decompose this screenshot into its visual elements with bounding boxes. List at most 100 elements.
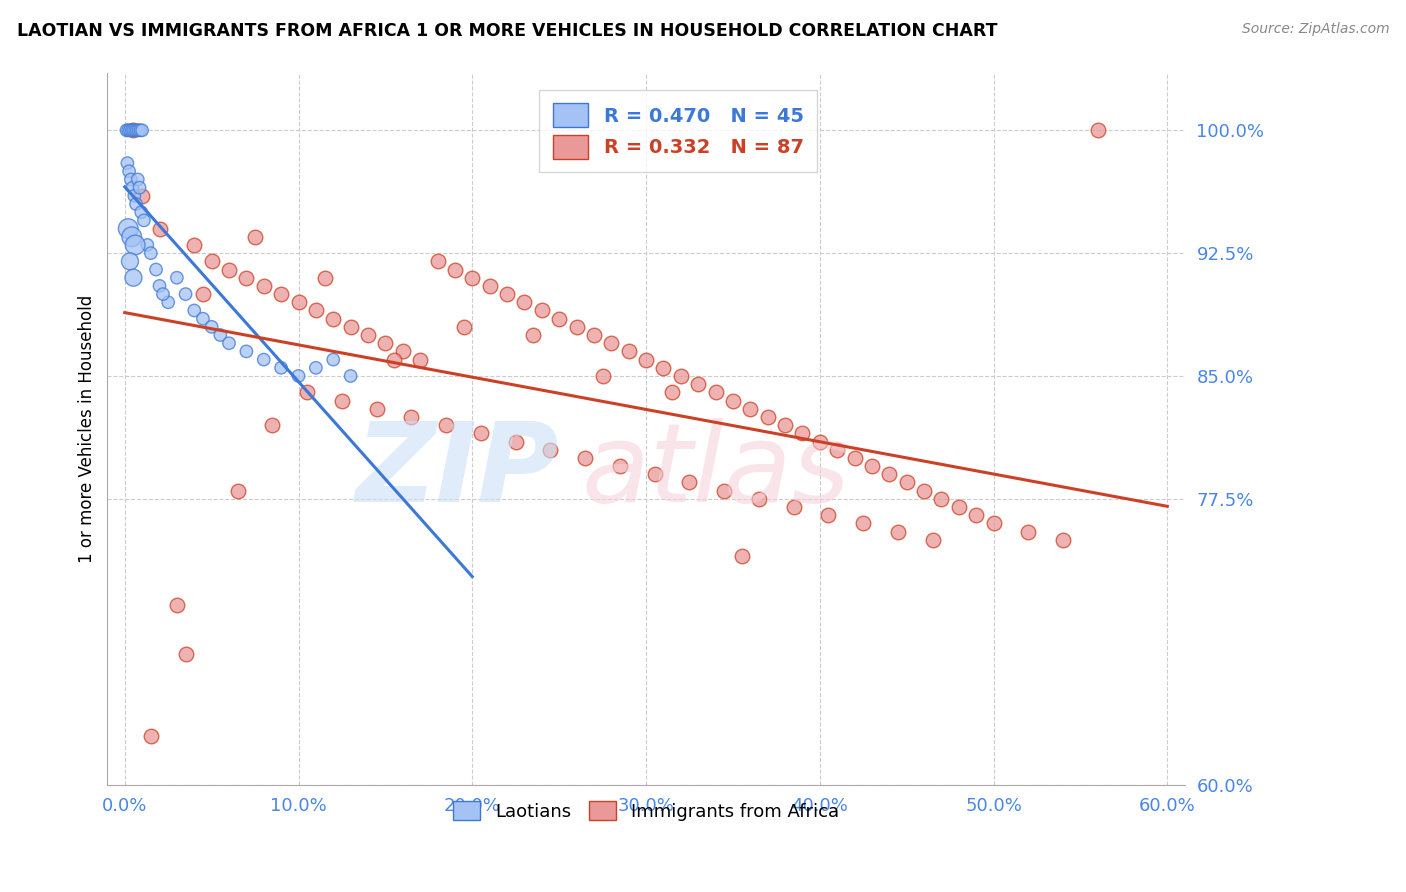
Point xyxy=(129,123,152,137)
Point xyxy=(1017,524,1039,539)
Point xyxy=(120,172,142,186)
Point xyxy=(339,319,361,334)
Point xyxy=(600,336,623,351)
Point xyxy=(669,369,692,384)
Point xyxy=(322,352,344,367)
Point xyxy=(1087,123,1109,137)
Point xyxy=(401,409,423,424)
Point xyxy=(235,270,257,285)
Point xyxy=(122,123,145,137)
Point xyxy=(609,458,631,473)
Point xyxy=(530,303,553,318)
Point xyxy=(139,729,162,743)
Point xyxy=(305,360,328,375)
Point xyxy=(374,336,396,351)
Point xyxy=(912,483,935,498)
Point xyxy=(201,254,224,268)
Point xyxy=(678,475,700,490)
Text: LAOTIAN VS IMMIGRANTS FROM AFRICA 1 OR MORE VEHICLES IN HOUSEHOLD CORRELATION CH: LAOTIAN VS IMMIGRANTS FROM AFRICA 1 OR M… xyxy=(17,22,997,40)
Point xyxy=(748,491,770,506)
Point xyxy=(825,442,848,457)
Point xyxy=(115,123,138,137)
Text: Source: ZipAtlas.com: Source: ZipAtlas.com xyxy=(1241,22,1389,37)
Point xyxy=(461,270,484,285)
Point xyxy=(243,229,266,244)
Point xyxy=(124,238,146,252)
Point xyxy=(253,352,276,367)
Point xyxy=(887,524,910,539)
Point xyxy=(513,295,536,310)
Point xyxy=(183,303,205,318)
Point xyxy=(287,369,309,384)
Point xyxy=(129,205,152,219)
Point xyxy=(166,599,188,613)
Point xyxy=(174,287,197,301)
Point xyxy=(773,418,796,433)
Point xyxy=(688,377,710,392)
Point xyxy=(740,401,762,416)
Point xyxy=(444,262,467,277)
Point xyxy=(852,516,875,531)
Point xyxy=(305,303,328,318)
Point xyxy=(124,123,146,137)
Point xyxy=(124,189,146,203)
Point xyxy=(434,418,457,433)
Point xyxy=(295,385,318,400)
Point xyxy=(118,164,141,178)
Point xyxy=(574,450,596,465)
Point xyxy=(253,279,276,293)
Point xyxy=(426,254,449,268)
Point xyxy=(792,426,814,441)
Point xyxy=(121,180,143,194)
Point xyxy=(931,491,953,506)
Point xyxy=(131,189,153,203)
Point xyxy=(756,409,779,424)
Point xyxy=(478,279,501,293)
Point xyxy=(730,549,752,563)
Point xyxy=(139,246,162,260)
Point xyxy=(235,344,257,359)
Point xyxy=(191,311,214,326)
Point xyxy=(783,500,806,514)
Point xyxy=(470,426,492,441)
Point xyxy=(117,221,139,235)
Text: atlas: atlas xyxy=(582,418,851,525)
Point xyxy=(118,123,141,137)
Point xyxy=(322,311,344,326)
Point xyxy=(592,369,614,384)
Point xyxy=(314,270,336,285)
Point xyxy=(330,393,353,408)
Point xyxy=(183,238,205,252)
Point xyxy=(983,516,1005,531)
Point xyxy=(117,123,139,137)
Point xyxy=(218,262,240,277)
Point xyxy=(201,319,224,334)
Point xyxy=(145,262,167,277)
Point xyxy=(148,221,170,235)
Point xyxy=(634,352,657,367)
Point xyxy=(287,295,309,310)
Point xyxy=(118,254,141,268)
Point xyxy=(128,123,150,137)
Point xyxy=(191,287,214,301)
Point xyxy=(540,442,562,457)
Point xyxy=(565,319,588,334)
Point xyxy=(209,328,232,343)
Point xyxy=(713,483,735,498)
Point xyxy=(644,467,666,482)
Point xyxy=(453,319,475,334)
Point xyxy=(262,418,284,433)
Point xyxy=(1052,533,1074,547)
Point xyxy=(921,533,943,547)
Point xyxy=(817,508,839,523)
Point xyxy=(877,467,900,482)
Point xyxy=(339,369,361,384)
Point xyxy=(357,328,380,343)
Point xyxy=(131,123,153,137)
Point xyxy=(896,475,918,490)
Point xyxy=(548,311,571,326)
Point xyxy=(157,295,180,310)
Point xyxy=(117,156,139,170)
Point xyxy=(496,287,519,301)
Point xyxy=(148,279,170,293)
